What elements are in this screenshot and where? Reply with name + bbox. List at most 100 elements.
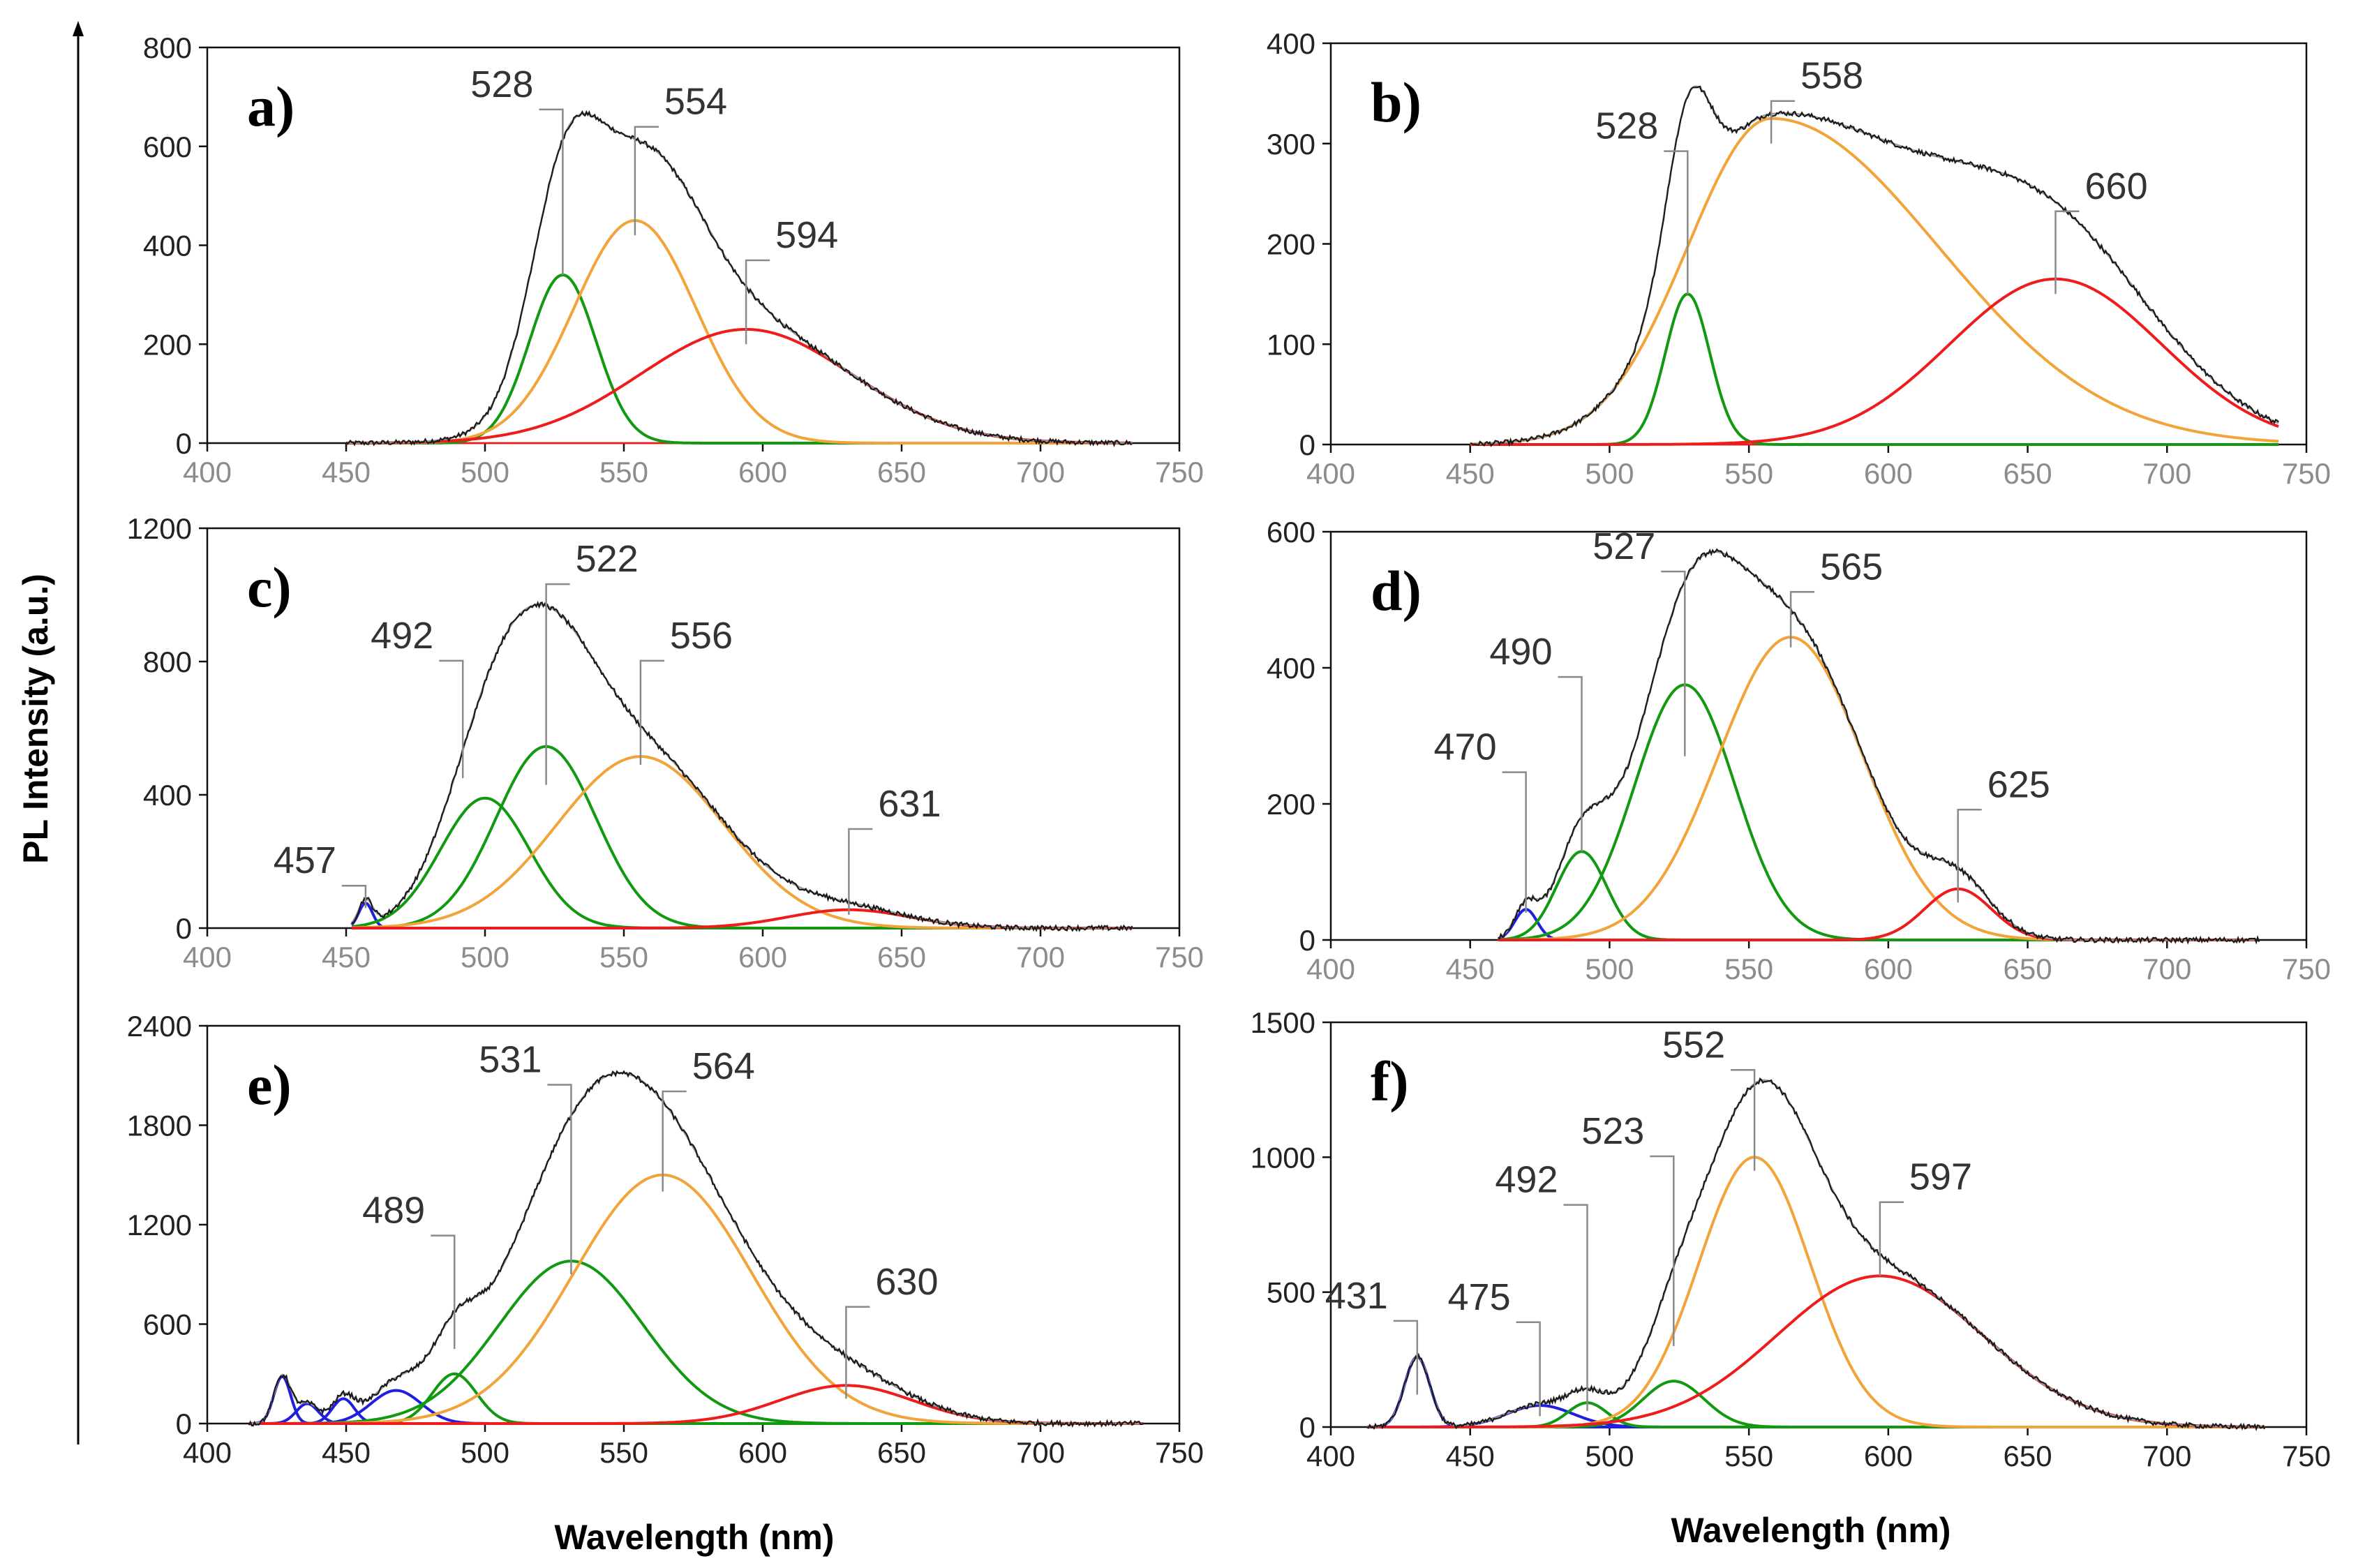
peak-annotation-528: 528 [470,64,564,275]
peak-curve-orange-564 [248,1173,1144,1425]
fit-sum-curve [1470,85,2279,445]
x-tick-label: 600 [738,456,787,488]
annotation-label: 523 [1581,1110,1644,1152]
x-tick-label: 400 [1306,457,1355,490]
x-tick-label: 750 [2282,953,2331,985]
annotation-leader [547,1084,572,1275]
y-tick-label: 1800 [127,1110,192,1142]
y-tick-label: 0 [176,427,192,460]
fit-sum-curve [248,1072,1144,1425]
peak-annotation-470: 470 [1434,726,1527,913]
annotation-leader [431,1234,456,1350]
annotation-leader [1789,591,1815,648]
peak-annotation-528: 528 [1595,105,1689,294]
annotation-leader [1516,1321,1541,1417]
measured-spectrum [1470,85,2279,447]
panel-5: 400 450 500 550 600 650 700 750 0 600 1200 1800 2400… [127,1010,1204,1469]
annotation-leader [439,659,464,779]
x-tick-label: 600 [1864,457,1913,490]
peak-curve-green-522 [351,745,1133,929]
peak-annotation-558: 558 [1770,55,1863,144]
peak-annotation-660: 660 [2054,165,2148,294]
annotation-label: 522 [576,538,639,580]
annotation-label: 565 [1820,546,1883,588]
peak-annotation-565: 565 [1789,546,1883,648]
peak-annotation-523: 523 [1581,1110,1675,1346]
annotation-leader [2054,210,2080,294]
annotation-leader [639,659,664,765]
x-tick-label: 450 [1446,457,1495,490]
annotation-leader [634,126,659,236]
y-tick-label: 600 [1267,516,1315,548]
x-tick-label: 500 [461,941,509,973]
y-tick-label: 400 [1267,652,1315,685]
panels: 400 450 500 550 600 650 700 750 0 200 400 600 800 528… [127,27,2331,1472]
x-tick-label: 650 [2004,457,2052,490]
x-tick-label: 700 [2142,1440,2191,1472]
annotation-label: 558 [1800,55,1863,97]
peak-annotation-489: 489 [362,1190,456,1350]
panel-letter: e) [247,1053,292,1117]
plot-frame [206,527,1181,929]
y-tick-label: 0 [1299,428,1315,461]
peak-annotation-492: 492 [371,615,464,779]
annotation-leader [848,828,873,915]
y-tick-label: 800 [143,645,192,678]
peak-curve-orange-558 [1470,117,2279,446]
x-tick-label: 650 [2004,1440,2052,1472]
x-tick-label: 550 [599,1436,648,1469]
x-tick-label: 600 [1864,1440,1913,1472]
peak-annotation-554: 554 [634,81,727,236]
annotation-label: 490 [1489,631,1552,673]
x-tick-label: 600 [738,1436,787,1469]
panel-3: 400 450 500 550 600 650 700 7500400800120045749… [127,512,1204,973]
annotation-label: 556 [670,615,733,657]
peak-annotation-597: 597 [1879,1156,1972,1276]
x-tick-label: 500 [461,1436,509,1469]
y-tick-label: 200 [143,328,192,361]
panel-letter: b) [1371,70,1422,134]
y-tick-label: 0 [1299,924,1315,957]
plot-frame [1329,42,2308,446]
x-tick-label: 700 [1016,1436,1065,1469]
y-tick-label: 600 [143,1308,192,1341]
y-tick-label: 2400 [127,1010,192,1043]
annotation-label: 527 [1592,525,1655,567]
x-tick-label: 700 [1016,456,1065,488]
x-tick-label: 500 [1585,1440,1634,1472]
y-axis-title: PL Intensity (a.u.) [16,574,55,864]
peak-annotation-531: 531 [479,1039,572,1275]
x-tick-label: 750 [2282,1440,2331,1472]
peak-curve-green-531 [248,1260,1144,1425]
annotation-leader [1393,1320,1419,1395]
x-tick-label: 550 [1724,953,1773,985]
peak-annotation-552: 552 [1662,1024,1756,1171]
peak-curve-green-527 [1498,683,2260,941]
annotation-label: 528 [470,64,533,105]
annotation-leader [845,1306,870,1399]
annotation-label: 660 [2085,165,2148,207]
peak-curve-green-528 [346,273,1133,445]
x-tick-label: 550 [599,456,648,488]
y-tick-label: 1000 [1251,1141,1315,1174]
annotation-leader [1770,100,1796,144]
x-tick-label: 450 [322,941,371,973]
fit-sum-curve [1498,551,2260,941]
peak-annotation-431: 431 [1325,1275,1419,1395]
peak-annotation-556: 556 [639,615,733,765]
peak-annotation-490: 490 [1489,631,1583,852]
annotation-leader [341,884,367,909]
measured-spectrum [351,600,1133,932]
peak-annotation-631: 631 [848,783,941,915]
y-tick-label: 0 [176,912,192,945]
x-tick-label: 700 [2142,953,2191,985]
annotation-leader [545,583,570,785]
x-tick-label: 550 [599,941,648,973]
y-tick-label: 1200 [127,1209,192,1241]
x-tick-label: 650 [877,456,926,488]
peak-annotation-527: 527 [1592,525,1686,756]
annotation-label: 594 [775,214,838,256]
x-tick-label: 550 [1724,457,1773,490]
annotation-leader [1957,809,1982,903]
